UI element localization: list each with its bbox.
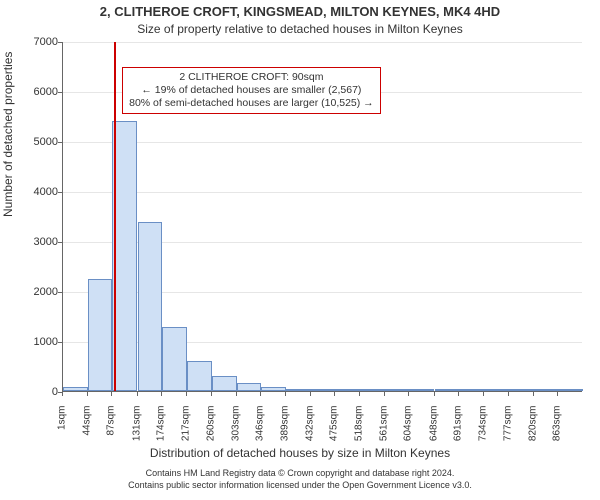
- chart-container: 2, CLITHEROE CROFT, KINGSMEAD, MILTON KE…: [0, 0, 600, 500]
- page-subtitle: Size of property relative to detached ho…: [0, 22, 600, 36]
- x-tick-label: 820sqm: [527, 406, 538, 454]
- x-tick-label: 44sqm: [81, 406, 92, 454]
- x-tick-label: 174sqm: [156, 406, 167, 454]
- y-tick-label: 4000: [18, 186, 58, 198]
- y-tick-label: 1000: [18, 336, 58, 348]
- histogram-bar: [509, 389, 534, 391]
- x-tick-mark: [211, 392, 212, 396]
- annotation-line-3: 80% of semi-detached houses are larger (…: [129, 97, 374, 110]
- x-tick-mark: [483, 392, 484, 396]
- histogram-bar: [138, 222, 163, 392]
- annotation-line-2: ← 19% of detached houses are smaller (2,…: [129, 84, 374, 97]
- footer-line-2: Contains public sector information licen…: [0, 480, 600, 491]
- x-tick-mark: [236, 392, 237, 396]
- y-tick-mark: [58, 142, 62, 143]
- x-tick-label: 346sqm: [255, 406, 266, 454]
- plot-area: 2 CLITHEROE CROFT: 90sqm ← 19% of detach…: [62, 42, 582, 392]
- x-tick-label: 475sqm: [329, 406, 340, 454]
- histogram-bar: [286, 389, 311, 392]
- x-tick-label: 432sqm: [304, 406, 315, 454]
- x-tick-mark: [408, 392, 409, 396]
- histogram-bar: [459, 389, 484, 391]
- x-tick-label: 604sqm: [403, 406, 414, 454]
- y-tick-label: 5000: [18, 136, 58, 148]
- y-tick-label: 7000: [18, 36, 58, 48]
- y-tick-label: 6000: [18, 86, 58, 98]
- histogram-bar: [435, 389, 460, 391]
- histogram-bar: [409, 389, 434, 391]
- histogram-bar: [162, 327, 187, 391]
- x-tick-mark: [87, 392, 88, 396]
- histogram-bar: [261, 387, 286, 392]
- x-tick-mark: [285, 392, 286, 396]
- x-tick-mark: [137, 392, 138, 396]
- histogram-bar: [360, 389, 385, 391]
- x-tick-mark: [62, 392, 63, 396]
- annotation-box: 2 CLITHEROE CROFT: 90sqm ← 19% of detach…: [122, 67, 381, 114]
- x-tick-label: 734sqm: [478, 406, 489, 454]
- x-tick-mark: [434, 392, 435, 396]
- y-tick-mark: [58, 192, 62, 193]
- x-tick-label: 518sqm: [354, 406, 365, 454]
- histogram-bar: [484, 389, 509, 391]
- x-tick-label: 131sqm: [131, 406, 142, 454]
- histogram-bar: [311, 389, 336, 391]
- x-tick-mark: [533, 392, 534, 396]
- x-tick-mark: [161, 392, 162, 396]
- histogram-bar: [335, 389, 360, 391]
- x-tick-mark: [508, 392, 509, 396]
- x-tick-label: 87sqm: [106, 406, 117, 454]
- x-tick-label: 1sqm: [57, 406, 68, 454]
- x-tick-mark: [310, 392, 311, 396]
- y-tick-mark: [58, 292, 62, 293]
- footer-line-1: Contains HM Land Registry data © Crown c…: [0, 468, 600, 479]
- y-tick-label: 3000: [18, 236, 58, 248]
- x-tick-label: 303sqm: [230, 406, 241, 454]
- x-tick-label: 691sqm: [453, 406, 464, 454]
- x-tick-mark: [260, 392, 261, 396]
- histogram-bar: [212, 376, 237, 392]
- histogram-bar: [534, 389, 559, 391]
- x-tick-mark: [359, 392, 360, 396]
- histogram-bar: [558, 389, 583, 391]
- x-tick-label: 260sqm: [205, 406, 216, 454]
- grid-line: [63, 192, 582, 193]
- histogram-bar: [385, 389, 410, 391]
- histogram-bar: [63, 387, 88, 391]
- marker-line: [114, 42, 116, 391]
- x-tick-mark: [384, 392, 385, 396]
- y-tick-mark: [58, 42, 62, 43]
- x-tick-label: 648sqm: [428, 406, 439, 454]
- grid-line: [63, 42, 582, 43]
- x-tick-label: 777sqm: [502, 406, 513, 454]
- x-tick-mark: [186, 392, 187, 396]
- y-tick-label: 0: [18, 386, 58, 398]
- annotation-line-1: 2 CLITHEROE CROFT: 90sqm: [129, 71, 374, 84]
- y-tick-mark: [58, 92, 62, 93]
- x-tick-label: 217sqm: [181, 406, 192, 454]
- histogram-bar: [88, 279, 113, 392]
- x-tick-mark: [111, 392, 112, 396]
- histogram-bar: [187, 361, 212, 391]
- page-title: 2, CLITHEROE CROFT, KINGSMEAD, MILTON KE…: [0, 4, 600, 19]
- x-tick-label: 389sqm: [279, 406, 290, 454]
- y-tick-mark: [58, 342, 62, 343]
- grid-line: [63, 142, 582, 143]
- y-tick-label: 2000: [18, 286, 58, 298]
- x-tick-label: 863sqm: [552, 406, 563, 454]
- x-tick-label: 561sqm: [378, 406, 389, 454]
- y-axis-label: Number of detached properties: [1, 52, 15, 217]
- y-tick-mark: [58, 242, 62, 243]
- histogram-bar: [237, 383, 262, 392]
- x-tick-mark: [334, 392, 335, 396]
- x-tick-mark: [458, 392, 459, 396]
- x-tick-mark: [557, 392, 558, 396]
